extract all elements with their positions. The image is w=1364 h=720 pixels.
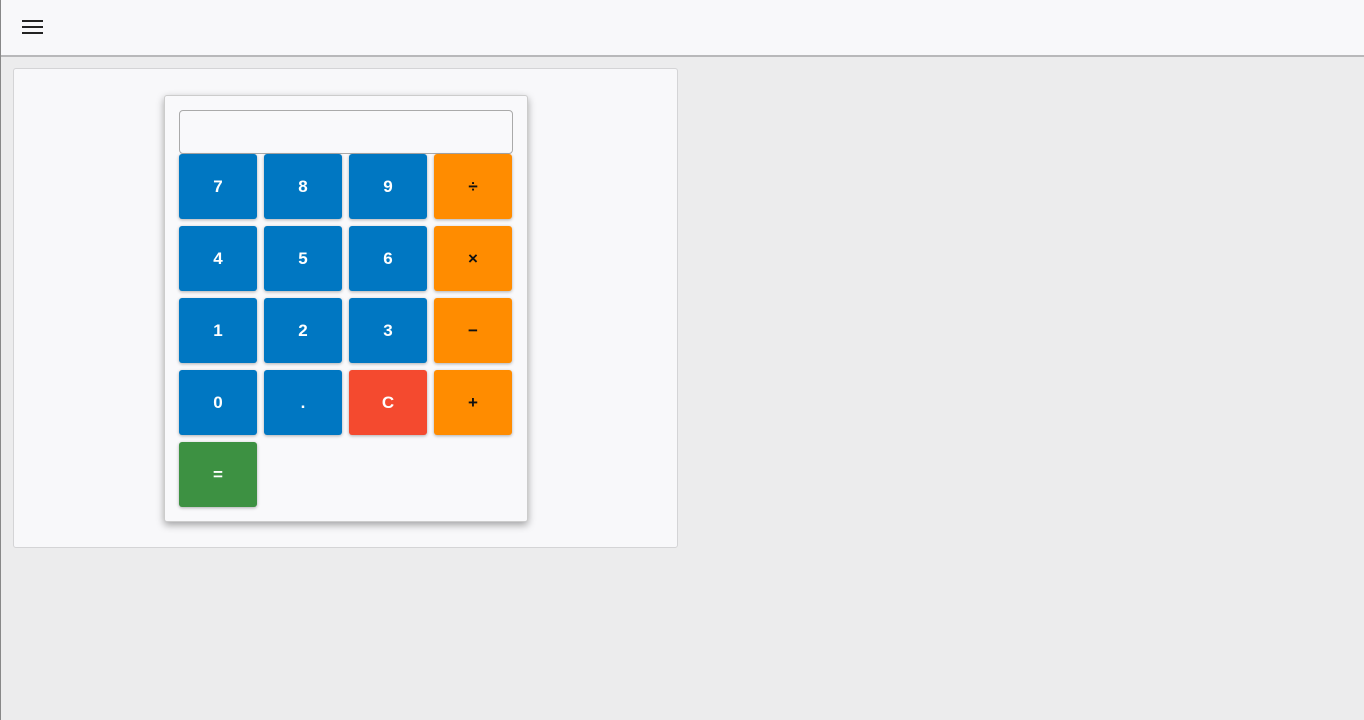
top-bar [1,0,1364,57]
button-4[interactable]: 4 [179,226,257,291]
button-0[interactable]: 0 [179,370,257,435]
button-7[interactable]: 7 [179,154,257,219]
button-1[interactable]: 1 [179,298,257,363]
button-multiply[interactable]: × [434,226,512,291]
button-5[interactable]: 5 [264,226,342,291]
button-clear[interactable]: C [349,370,427,435]
button-2[interactable]: 2 [264,298,342,363]
calculator-display[interactable] [179,110,513,154]
hamburger-menu-icon[interactable] [21,18,45,38]
button-9[interactable]: 9 [349,154,427,219]
button-add[interactable]: + [434,370,512,435]
button-6[interactable]: 6 [349,226,427,291]
button-3[interactable]: 3 [349,298,427,363]
button-decimal[interactable]: . [264,370,342,435]
button-equals[interactable]: = [179,442,257,507]
button-subtract[interactable]: − [434,298,512,363]
button-8[interactable]: 8 [264,154,342,219]
button-divide[interactable]: ÷ [434,154,512,219]
